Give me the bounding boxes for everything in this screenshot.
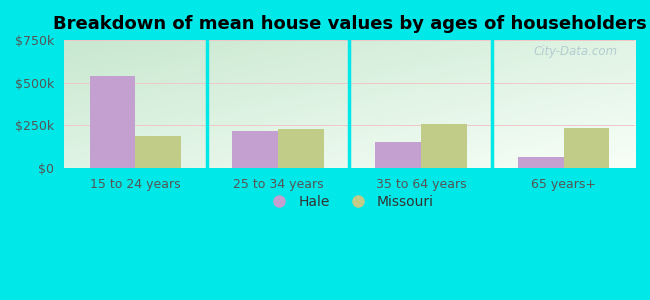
Bar bbox=[518, 158, 564, 168]
Bar bbox=[135, 136, 181, 168]
Bar bbox=[233, 131, 278, 168]
Legend: Hale, Missouri: Hale, Missouri bbox=[259, 190, 439, 215]
Bar bbox=[421, 124, 467, 168]
Title: Breakdown of mean house values by ages of householders: Breakdown of mean house values by ages o… bbox=[53, 15, 646, 33]
Bar bbox=[90, 76, 135, 168]
Bar bbox=[375, 142, 421, 168]
Bar bbox=[564, 128, 609, 168]
Text: City-Data.com: City-Data.com bbox=[534, 45, 618, 58]
Bar bbox=[278, 129, 324, 168]
